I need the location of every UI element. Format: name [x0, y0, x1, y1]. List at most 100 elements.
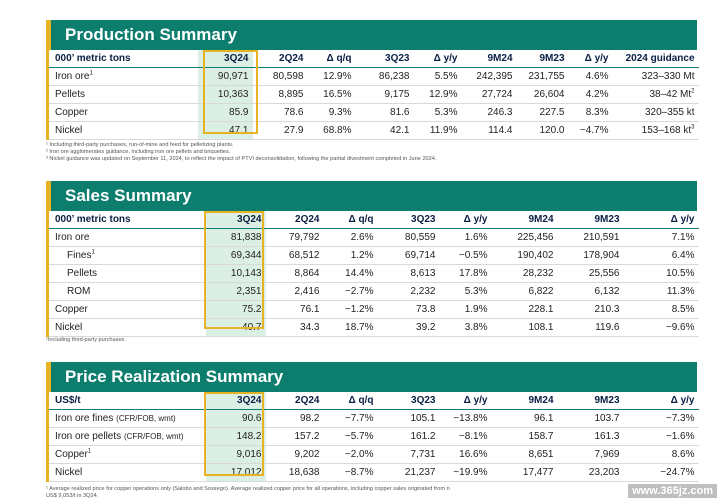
table-cell: 69,344	[205, 246, 266, 265]
table-cell: 5.5%	[413, 67, 462, 86]
footnote-ref: 2	[691, 88, 695, 95]
production-table: 000’ metric tons 3Q24 2Q24 Δ q/q 3Q23 Δ …	[46, 50, 699, 140]
table-cell: 161.2	[377, 427, 440, 446]
table-cell: 12.9%	[307, 67, 356, 86]
table-cell: 9,202	[265, 445, 324, 464]
table-cell: 18,638	[265, 463, 324, 482]
col-header: 2Q24	[252, 50, 308, 68]
table-cell: 14.4%	[323, 264, 378, 283]
table-cell: 17,477	[491, 463, 558, 482]
table-cell: 10.5%	[623, 264, 699, 283]
footnote-ref: 1	[89, 70, 93, 77]
sales-footnote: ¹Including third-party purchases.	[46, 337, 126, 343]
table-row: Copper 75.2 76.1 −1.2% 73.8 1.9% 228.1 2…	[46, 300, 699, 319]
row-label: Nickel	[46, 463, 206, 482]
price-section: Price Realization Summary US$/t 3Q24 2Q2…	[46, 362, 699, 482]
table-cell: 16.5%	[307, 85, 356, 104]
table-cell: 12.9%	[413, 85, 462, 104]
table-cell: 10,363	[197, 85, 253, 104]
table-cell: −13.8%	[439, 409, 492, 428]
col-header: 9M23	[557, 211, 624, 229]
row-label: Nickel	[46, 121, 198, 140]
footnote: ¹ Average realized price for copper oper…	[46, 486, 450, 492]
table-cell: 76.1	[265, 300, 324, 319]
table-cell: 227.5	[516, 103, 569, 122]
table-cell: 25,556	[557, 264, 624, 283]
table-cell: −2.0%	[323, 445, 378, 464]
table-cell: −8.7%	[323, 463, 378, 482]
table-cell: 231,755	[516, 67, 569, 86]
table-cell: 103.7	[557, 409, 624, 428]
table-cell: 42.1	[355, 121, 414, 140]
col-header: 3Q23	[377, 211, 440, 229]
table-row: Nickel 47.1 27.9 68.8% 42.1 11.9% 114.4 …	[46, 121, 699, 140]
table-row: ROM 2,351 2,416 −2.7% 2,232 5.3% 6,822 6…	[46, 282, 699, 301]
table-cell: 1.2%	[323, 246, 378, 265]
table-cell: 9.3%	[307, 103, 356, 122]
table-cell: 1.6%	[439, 228, 492, 247]
table-row: Nickel 17,012 18,638 −8.7% 21,237 −19.9%…	[46, 463, 699, 482]
table-cell: 9,175	[355, 85, 414, 104]
table-cell: 39.2	[377, 318, 440, 337]
col-header: Δ q/q	[323, 211, 378, 229]
row-label: Copper	[46, 300, 206, 319]
table-cell: 90,971	[197, 67, 253, 86]
col-header: Δ y/y	[439, 392, 492, 410]
col-header: 2Q24	[265, 211, 324, 229]
footnote: ³ Nickel guidance was updated on Septemb…	[46, 156, 437, 162]
col-header: 2Q24	[265, 392, 324, 410]
table-row: Fines1 69,344 68,512 1.2% 69,714 −0.5% 1…	[46, 246, 699, 265]
table-row: Pellets 10,143 8,864 14.4% 8,613 17.8% 2…	[46, 264, 699, 283]
col-header: 9M23	[557, 392, 624, 410]
price-table: US$/t 3Q24 2Q24 Δ q/q 3Q23 Δ y/y 9M24 9M…	[46, 392, 699, 482]
table-cell: 81,838	[205, 228, 266, 247]
sales-header-row: 000’ metric tons 3Q24 2Q24 Δ q/q 3Q23 Δ …	[46, 211, 699, 229]
table-cell: −1.6%	[623, 427, 699, 446]
table-cell: 79,792	[265, 228, 324, 247]
col-header: Δ y/y	[623, 392, 699, 410]
table-cell: 38–42 Mt	[649, 89, 692, 100]
col-header: 3Q24	[197, 50, 253, 68]
col-header: Δ y/y	[413, 50, 462, 68]
table-cell: 190,402	[491, 246, 558, 265]
table-row: Iron ore pellets (CFR/FOB, wmt) 148.2 15…	[46, 427, 699, 446]
table-cell: −2.7%	[323, 282, 378, 301]
table-cell: −24.7%	[623, 463, 699, 482]
table-cell: 69,714	[377, 246, 440, 265]
table-cell: 8,651	[491, 445, 558, 464]
table-cell: 8.5%	[623, 300, 699, 319]
table-cell: 11.9%	[413, 121, 462, 140]
table-cell: 26,604	[516, 85, 569, 104]
col-header: Δ y/y	[439, 211, 492, 229]
table-cell: 2.6%	[323, 228, 378, 247]
col-header: Δ y/y	[568, 50, 613, 68]
table-cell: 78.6	[252, 103, 308, 122]
col-header: Δ q/q	[323, 392, 378, 410]
col-header: 9M24	[491, 211, 558, 229]
table-cell: 16.6%	[439, 445, 492, 464]
table-cell: 40.7	[205, 318, 266, 337]
sales-section: Sales Summary 000’ metric tons 3Q24 2Q24…	[46, 181, 699, 337]
footnote: ¹ Including third-party purchases, run-o…	[46, 142, 234, 148]
table-cell: 210.3	[557, 300, 624, 319]
table-cell: 5.3%	[439, 282, 492, 301]
row-label: Pellets	[46, 85, 198, 104]
table-cell: 8,864	[265, 264, 324, 283]
col-header: 9M23	[516, 50, 569, 68]
table-cell: 86,238	[355, 67, 414, 86]
table-cell: 6.4%	[623, 246, 699, 265]
table-cell: 242,395	[461, 67, 517, 86]
table-cell: 8.3%	[568, 103, 613, 122]
table-row: Iron ore 81,838 79,792 2.6% 80,559 1.6% …	[46, 228, 699, 247]
table-cell: 90.6	[205, 409, 266, 428]
table-row: Iron ore fines (CFR/FOB, wmt) 90.6 98.2 …	[46, 409, 699, 428]
footnote: ² Iron ore agglomerates guidance, includ…	[46, 149, 231, 155]
table-cell: 34.3	[265, 318, 324, 337]
footnote-ref: 1	[87, 448, 92, 455]
table-cell: 3.8%	[439, 318, 492, 337]
table-row: Nickel 40.7 34.3 18.7% 39.2 3.8% 108.1 1…	[46, 318, 699, 337]
col-header: 2024 guidance	[612, 50, 699, 68]
table-cell: 8.6%	[623, 445, 699, 464]
row-label: Nickel	[46, 318, 206, 337]
row-unit-note: (CFR/FOB, wmt)	[116, 414, 176, 423]
